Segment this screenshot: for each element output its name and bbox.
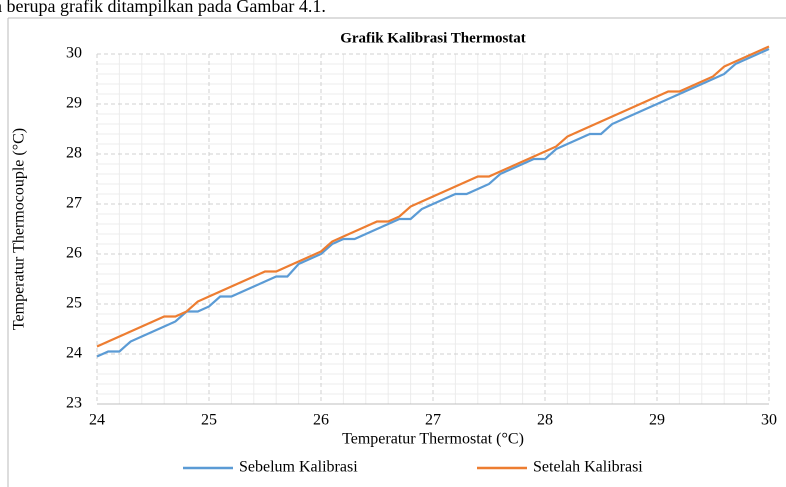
y-tick-label: 26	[66, 245, 82, 262]
x-tick-label: 28	[537, 412, 553, 429]
y-tick-label: 28	[66, 145, 82, 162]
y-tick-label: 30	[66, 45, 82, 62]
x-tick-label: 26	[313, 412, 329, 429]
series-line	[96, 45, 770, 348]
x-tick-label: 30	[761, 412, 777, 429]
series-line	[96, 47, 770, 358]
y-tick-label: 24	[66, 345, 82, 362]
chart-title: Grafik Kalibrasi Thermostat	[340, 30, 526, 46]
document-text: a berupa grafik ditampilkan pada Gambar …	[0, 0, 326, 16]
legend-label: Sebelum Kalibrasi	[239, 459, 358, 476]
x-tick-label: 29	[649, 412, 665, 429]
y-tick-label: 27	[66, 195, 82, 212]
y-axis-label: Temperatur Thermocouple (°C)	[11, 128, 28, 330]
y-tick-label: 29	[66, 95, 82, 112]
y-tick-label: 23	[66, 395, 82, 412]
legend-label: Setelah Kalibrasi	[533, 459, 643, 476]
x-axis-label: Temperatur Thermostat (°C)	[342, 431, 524, 448]
x-tick-label: 24	[89, 412, 105, 429]
x-tick-label: 25	[201, 412, 217, 429]
y-tick-label: 25	[66, 295, 82, 312]
x-tick-label: 27	[425, 412, 441, 429]
